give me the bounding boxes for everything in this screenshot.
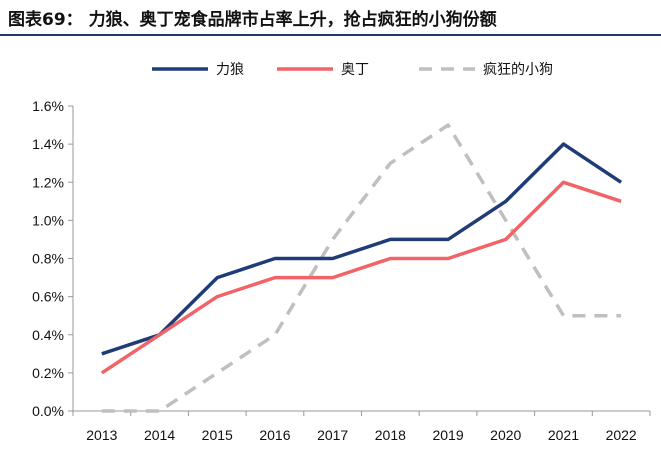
y-tick-label: 0.0% xyxy=(32,403,64,419)
y-tick-label: 0.6% xyxy=(32,289,64,305)
chart-series xyxy=(100,123,623,413)
legend-label: 奥丁 xyxy=(341,61,369,78)
x-tick-label: 2017 xyxy=(317,427,348,443)
x-tick-label: 2020 xyxy=(490,427,521,443)
y-tick-label: 1.6% xyxy=(32,98,64,114)
chart-legend: 力狼 奥丁 疯狂的小狗 xyxy=(152,61,553,78)
x-tick-label: 2018 xyxy=(375,427,406,443)
figure-title-bar: 图表69： 力狼、奥丁宠食品牌市占率上升，抢占疯狂的小狗份额 xyxy=(0,0,661,36)
series-line xyxy=(101,142,623,356)
x-tick-label: 2014 xyxy=(144,427,175,443)
x-axis: 2013 2014 2015 2016 2017 2018 2019 2020 2021 2022 xyxy=(72,410,651,443)
legend-label: 疯狂的小狗 xyxy=(483,62,553,78)
y-tick-label: 1.4% xyxy=(32,136,64,152)
series-line xyxy=(101,123,622,413)
y-tick-label: 0.2% xyxy=(32,365,64,381)
x-tick-label: 2015 xyxy=(202,427,233,443)
series-line xyxy=(100,180,622,375)
legend-label: 力狼 xyxy=(216,62,244,78)
y-tick-label: 0.8% xyxy=(32,251,64,267)
y-tick-label: 1.0% xyxy=(32,212,64,228)
x-tick-label: 2019 xyxy=(432,427,463,443)
x-tick-label: 2022 xyxy=(606,427,637,443)
y-tick-label: 0.4% xyxy=(32,327,64,343)
y-axis: 0.0% 0.2% 0.4% 0.6% 0.8% 1.0% 1.2% 1.4% 1.6% xyxy=(32,98,74,419)
y-tick-label: 1.2% xyxy=(32,174,64,190)
x-tick-label: 2013 xyxy=(86,427,117,443)
figure-title: 图表69： 力狼、奥丁宠食品牌市占率上升，抢占疯狂的小狗份额 xyxy=(8,9,497,30)
x-tick-label: 2021 xyxy=(548,427,579,443)
x-tick-label: 2016 xyxy=(259,427,290,443)
